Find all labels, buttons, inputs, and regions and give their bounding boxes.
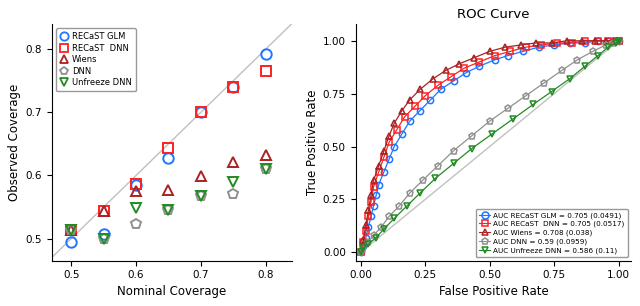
Legend: AUC RECaST GLM = 0.705 (0.0491), AUC RECaST  DNN = 0.705 (0.0517), AUC Wiens = 0: AUC RECaST GLM = 0.705 (0.0491), AUC REC… [476,208,628,257]
Legend: RECaST GLM, RECaST  DNN, Wiens, DNN, Unfreeze DNN: RECaST GLM, RECaST DNN, Wiens, DNN, Unfr… [56,28,136,91]
Y-axis label: True Positive Rate: True Positive Rate [305,90,319,195]
X-axis label: False Positive Rate: False Positive Rate [438,285,548,298]
Y-axis label: Observed Coverage: Observed Coverage [8,84,21,201]
Title: ROC Curve: ROC Curve [457,8,530,21]
X-axis label: Nominal Coverage: Nominal Coverage [117,285,227,298]
